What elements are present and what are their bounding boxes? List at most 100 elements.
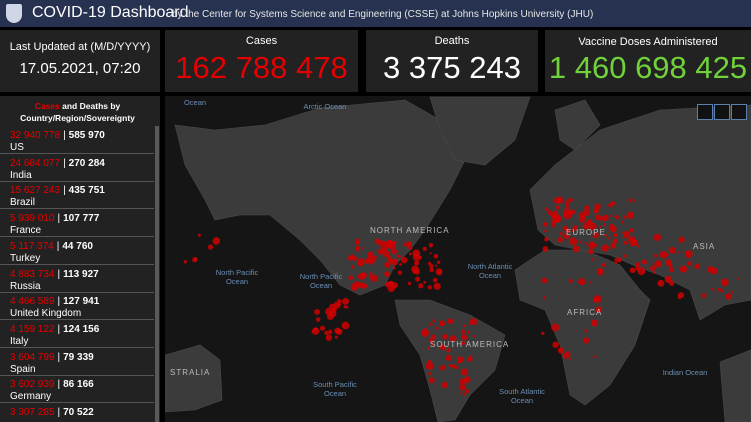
case-dot[interactable]	[590, 319, 599, 327]
case-dot[interactable]	[588, 249, 594, 255]
case-dot[interactable]	[463, 376, 471, 384]
map-basemap-button[interactable]	[731, 104, 747, 120]
case-dot[interactable]	[369, 272, 373, 276]
case-dot[interactable]	[372, 255, 377, 260]
case-dot[interactable]	[421, 329, 430, 338]
case-dot[interactable]	[439, 344, 446, 351]
case-dot[interactable]	[578, 215, 586, 223]
case-dot[interactable]	[425, 362, 434, 370]
case-dot[interactable]	[622, 231, 625, 234]
case-dot[interactable]	[623, 240, 628, 245]
case-dot[interactable]	[610, 201, 616, 206]
case-dot[interactable]	[623, 215, 627, 219]
case-dot[interactable]	[568, 197, 573, 203]
case-dot[interactable]	[579, 240, 582, 244]
case-dot[interactable]	[541, 331, 545, 336]
case-dot[interactable]	[635, 262, 640, 266]
case-dot[interactable]	[461, 334, 468, 341]
case-dot[interactable]	[347, 255, 354, 261]
case-dot[interactable]	[552, 223, 555, 226]
case-dot[interactable]	[361, 283, 368, 289]
case-dot[interactable]	[428, 372, 432, 376]
case-dot[interactable]	[449, 335, 457, 343]
case-dot[interactable]	[589, 281, 593, 284]
case-dot[interactable]	[368, 258, 372, 261]
case-dot[interactable]	[463, 324, 467, 328]
case-dot[interactable]	[731, 290, 734, 294]
case-dot[interactable]	[614, 214, 619, 220]
map[interactable]	[165, 96, 751, 422]
case-dot[interactable]	[628, 228, 632, 232]
case-dot[interactable]	[418, 283, 424, 289]
case-dot[interactable]	[609, 225, 617, 233]
case-dot[interactable]	[400, 256, 408, 264]
case-dot[interactable]	[634, 242, 638, 246]
case-dot[interactable]	[664, 259, 672, 266]
case-dot[interactable]	[212, 237, 221, 245]
case-dot[interactable]	[599, 225, 602, 229]
case-dot[interactable]	[711, 287, 715, 291]
case-dot[interactable]	[572, 245, 580, 253]
case-dot[interactable]	[542, 296, 546, 300]
country-row[interactable]: 4 883 734 | 113 927 Russia	[0, 265, 154, 293]
case-dot[interactable]	[407, 281, 412, 286]
case-dot[interactable]	[737, 277, 740, 280]
country-row[interactable]: 5 117 374 | 44 760 Turkey	[0, 237, 154, 265]
case-dot[interactable]	[601, 244, 609, 252]
case-dot[interactable]	[411, 265, 420, 274]
case-dot[interactable]	[314, 308, 320, 315]
case-dot[interactable]	[342, 297, 350, 305]
case-dot[interactable]	[409, 246, 413, 251]
case-dot[interactable]	[551, 323, 560, 332]
case-dot[interactable]	[315, 317, 321, 322]
case-dot[interactable]	[593, 208, 600, 214]
case-dot[interactable]	[558, 231, 563, 236]
case-dot[interactable]	[596, 268, 604, 276]
case-dot[interactable]	[542, 221, 548, 227]
case-dot[interactable]	[384, 271, 391, 277]
country-row[interactable]: 24 684 077 | 270 284 India	[0, 154, 154, 182]
case-dot[interactable]	[432, 319, 436, 323]
case-dot[interactable]	[448, 364, 452, 368]
case-dot[interactable]	[327, 329, 333, 335]
case-dot[interactable]	[429, 267, 434, 273]
case-dot[interactable]	[595, 306, 602, 313]
case-dot[interactable]	[621, 220, 625, 224]
case-dot[interactable]	[398, 262, 402, 266]
case-dot[interactable]	[422, 246, 427, 251]
case-dot[interactable]	[458, 361, 461, 364]
case-dot[interactable]	[551, 216, 555, 219]
case-dot[interactable]	[568, 278, 573, 283]
country-row[interactable]: 3 602 939 | 86 166 Germany	[0, 375, 154, 404]
case-dot[interactable]	[429, 264, 434, 269]
case-dot[interactable]	[611, 242, 616, 247]
case-dot[interactable]	[678, 236, 685, 243]
case-dot[interactable]	[427, 285, 432, 290]
case-dot[interactable]	[555, 205, 560, 210]
case-dot[interactable]	[352, 256, 358, 261]
case-dot[interactable]	[572, 225, 578, 231]
country-row[interactable]: 15 627 243 | 435 751 Brazil	[0, 181, 154, 210]
case-dot[interactable]	[357, 272, 366, 280]
case-dot[interactable]	[544, 279, 548, 283]
case-dot[interactable]	[460, 329, 466, 334]
case-dot[interactable]	[593, 355, 597, 358]
case-dot[interactable]	[332, 307, 337, 313]
case-dot[interactable]	[460, 368, 469, 376]
case-dot[interactable]	[437, 271, 441, 275]
case-dot[interactable]	[583, 209, 591, 216]
case-dot[interactable]	[682, 267, 685, 270]
case-dot[interactable]	[637, 245, 640, 248]
case-dot[interactable]	[552, 341, 559, 348]
case-dot[interactable]	[676, 250, 680, 254]
case-dot[interactable]	[427, 261, 432, 266]
case-dot[interactable]	[668, 246, 676, 254]
case-dot[interactable]	[437, 260, 441, 264]
case-dot[interactable]	[441, 381, 449, 389]
case-dot[interactable]	[650, 265, 656, 272]
case-dot[interactable]	[442, 333, 448, 340]
case-dot[interactable]	[588, 241, 596, 249]
case-dot[interactable]	[325, 334, 333, 341]
country-row[interactable]: 5 939 010 | 107 777 France	[0, 209, 154, 238]
case-dot[interactable]	[694, 263, 701, 270]
